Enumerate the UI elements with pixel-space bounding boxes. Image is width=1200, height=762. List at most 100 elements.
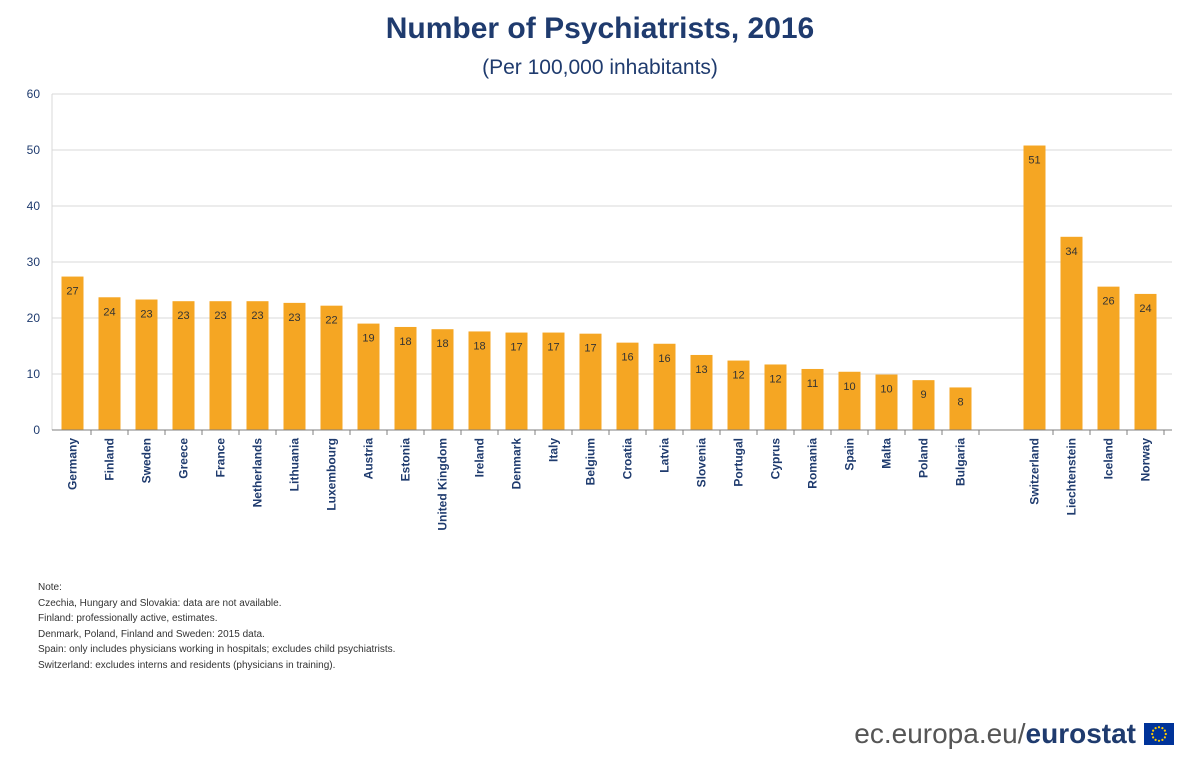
x-tick-label: Liechtenstein [1065,438,1079,515]
bar [61,276,84,430]
x-tick-label: Poland [917,438,931,478]
x-tick-label: United Kingdom [436,438,450,531]
bar-value-label: 19 [362,333,374,345]
x-tick-label: Norway [1139,438,1153,482]
bar-value-label: 51 [1028,155,1040,167]
bar [838,371,861,430]
bar [616,342,639,430]
bar [505,332,528,430]
note-line: Switzerland: excludes interns and reside… [38,659,336,671]
flag-star [1164,732,1167,736]
bar [431,329,454,430]
bar-value-label: 16 [658,353,670,365]
bar [949,387,972,430]
x-tick-label: Finland [103,438,117,481]
x-tick-label: Malta [880,438,894,469]
flag-star [1161,738,1164,741]
bar-value-label: 22 [325,315,337,327]
x-tick-label: Switzerland [1028,438,1042,505]
x-tick-label: Netherlands [251,438,265,508]
brand-site: ec.europa.eu/ [854,718,1026,749]
chart-subtitle: (Per 100,000 inhabitants) [482,56,718,79]
bar-value-label: 11 [807,378,818,390]
note-heading: Note: [38,582,62,593]
bar-value-label: 17 [584,343,596,355]
flag-star [1154,727,1157,730]
bar [875,374,898,430]
bar [542,332,565,430]
bar [246,301,269,430]
x-tick-label: Belgium [584,438,598,485]
x-tick-label: Spain [843,438,857,471]
x-tick-label: Greece [177,438,191,479]
bar-value-label: 23 [214,310,226,322]
x-tick-label: Iceland [1102,438,1116,479]
bar [653,343,676,430]
eurostat-logo[interactable]: ec.europa.eu/eurostat [854,717,1174,751]
x-tick-label: Denmark [510,438,524,490]
note-line: Finland: professionally active, estimate… [38,613,218,624]
bar [1023,145,1046,430]
brand-text: ec.europa.eu/eurostat [854,718,1136,750]
flag-star [1154,738,1157,741]
bar [283,302,306,430]
bar-value-label: 17 [510,342,522,354]
bar-value-label: 23 [177,310,189,322]
x-tick-label: Ireland [473,438,487,477]
bar [135,299,158,430]
bar-value-label: 18 [399,336,411,348]
bar [394,326,417,430]
bar [727,360,750,430]
bar-value-label: 24 [1139,303,1151,315]
bar [579,333,602,430]
flag-star [1157,726,1161,729]
bar-value-label: 12 [769,373,781,385]
bar [690,354,713,430]
y-tick-label: 30 [27,255,41,269]
y-tick-label: 50 [27,143,41,157]
note-line: Denmark, Poland, Finland and Sweden: 201… [38,628,265,640]
flag-star [1157,739,1161,742]
y-tick-label: 60 [27,87,41,101]
bar-value-label: 13 [695,364,707,376]
brand-name: eurostat [1025,718,1136,749]
x-tick-label: Latvia [658,438,672,473]
x-tick-label: Germany [66,438,80,490]
flag-star [1163,736,1166,739]
bar [468,331,491,430]
bar-value-label: 23 [140,309,152,321]
x-tick-label: Portugal [732,438,746,487]
bar [764,364,787,430]
bar-value-label: 10 [880,384,892,396]
bar-value-label: 34 [1065,246,1077,258]
bar [320,305,343,430]
bar-value-label: 23 [251,310,263,322]
bar-value-label: 18 [473,340,485,352]
bar [1097,286,1120,430]
x-tick-label: Croatia [621,438,635,480]
y-tick-label: 20 [27,311,41,325]
bar-value-label: 18 [436,338,448,350]
x-tick-label: Sweden [140,438,154,483]
y-tick-label: 40 [27,199,41,213]
flag-star [1151,732,1154,736]
flag-star [1152,736,1155,739]
x-tick-label: Luxembourg [325,438,339,511]
x-tick-label: Italy [547,438,561,462]
flag-star [1161,727,1164,730]
x-tick-label: Slovenia [695,438,709,488]
bar [1134,293,1157,430]
bar-value-label: 8 [957,396,963,408]
bar-value-label: 26 [1102,296,1114,308]
x-tick-label: Cyprus [769,438,783,480]
eu-flag-icon [1144,723,1174,745]
bar-value-label: 24 [103,306,115,318]
note-line: Spain: only includes physicians working … [38,644,396,655]
x-tick-label: Bulgaria [954,438,968,486]
bar [357,323,380,430]
flag-star [1152,729,1155,732]
bar-value-label: 27 [66,286,78,298]
bar-value-label: 16 [621,352,633,364]
bar-value-label: 17 [547,342,559,354]
